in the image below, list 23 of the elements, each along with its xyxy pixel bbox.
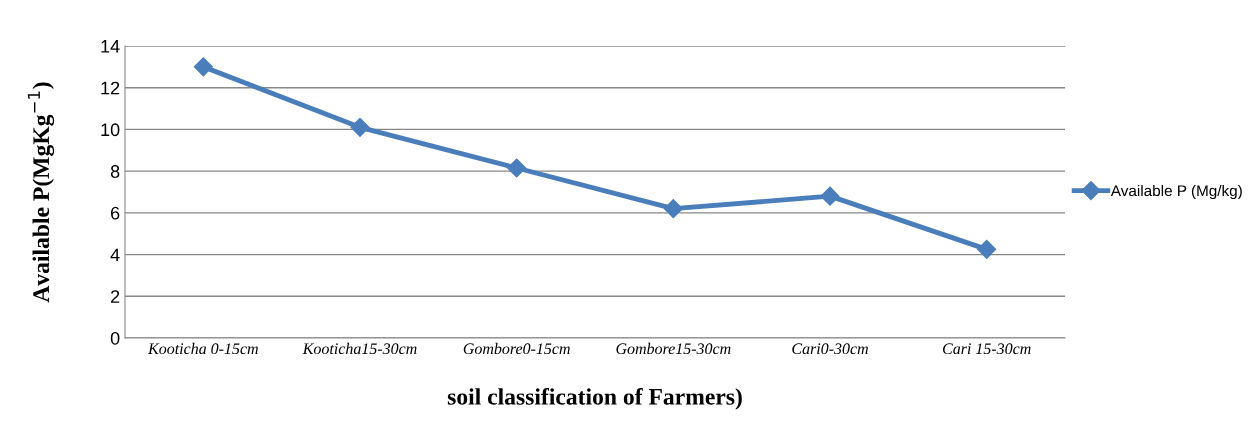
- x-tick-label: Cari0-30cm: [792, 343, 868, 355]
- point: [193, 57, 213, 77]
- x-tick-label: Gombore15-30cm: [616, 342, 731, 355]
- y-tick-label: 4: [110, 248, 120, 262]
- y-tick-label: 8: [110, 165, 120, 178]
- y-tick-label: 6: [111, 206, 120, 220]
- legend-label: Available P (Mg/kg): [1110, 184, 1242, 200]
- point: [507, 158, 527, 178]
- x-tick-label: Cari 15-30cm: [942, 343, 1031, 355]
- y-tick-label: 14: [101, 40, 120, 53]
- y-tick-label: 2: [111, 290, 120, 303]
- y-axis-title: Available P(MgKg$^{−1}$): [27, 82, 55, 303]
- y-tick-label: 10: [101, 123, 120, 137]
- point: [820, 186, 840, 206]
- point: [663, 199, 683, 219]
- x-axis-title: soil classification of Farmers): [447, 387, 742, 410]
- x-tick-label: Kooticha15-30cm: [302, 342, 417, 355]
- x-tick-label: Kooticha 0-15cm: [147, 342, 258, 355]
- y-tick-label: 0: [110, 331, 120, 345]
- point: [977, 239, 997, 259]
- y-tick-label: 12: [101, 81, 120, 95]
- x-tick-label: Gombore0-15cm: [463, 342, 570, 355]
- point: [350, 117, 370, 137]
